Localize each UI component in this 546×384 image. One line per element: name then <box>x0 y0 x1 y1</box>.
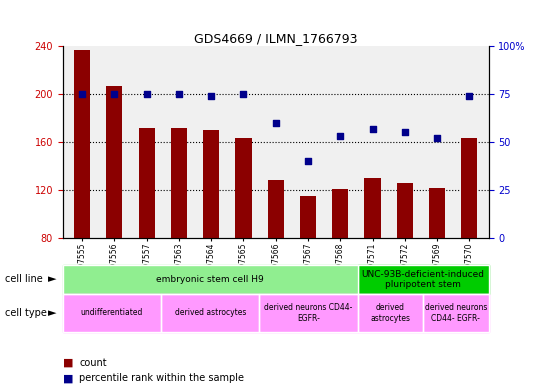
Text: count: count <box>79 358 107 368</box>
Bar <box>106 86 122 238</box>
Text: ■: ■ <box>63 373 73 383</box>
Bar <box>268 180 284 238</box>
Text: derived neurons
CD44- EGFR-: derived neurons CD44- EGFR- <box>425 303 487 323</box>
Text: undifferentiated: undifferentiated <box>81 308 143 318</box>
Bar <box>171 127 187 238</box>
Text: derived
astrocytes: derived astrocytes <box>370 303 411 323</box>
Point <box>78 91 86 97</box>
Bar <box>74 50 90 238</box>
Text: percentile rank within the sample: percentile rank within the sample <box>79 373 244 383</box>
Text: embryonic stem cell H9: embryonic stem cell H9 <box>156 275 264 284</box>
Point <box>336 133 345 139</box>
Point <box>400 129 409 136</box>
Text: cell type: cell type <box>5 308 48 318</box>
Point <box>432 135 441 141</box>
Point <box>368 126 377 132</box>
Bar <box>203 130 219 238</box>
Point <box>175 91 183 97</box>
Text: ►: ► <box>48 308 56 318</box>
Text: ►: ► <box>48 274 56 285</box>
Bar <box>139 127 155 238</box>
Point <box>239 91 248 97</box>
Point <box>143 91 151 97</box>
Bar <box>461 139 477 238</box>
Point <box>271 120 280 126</box>
Text: derived neurons CD44-
EGFR-: derived neurons CD44- EGFR- <box>264 303 353 323</box>
Bar <box>397 183 413 238</box>
Text: ■: ■ <box>63 358 73 368</box>
Bar <box>332 189 348 238</box>
Title: GDS4669 / ILMN_1766793: GDS4669 / ILMN_1766793 <box>194 32 358 45</box>
Bar <box>235 139 252 238</box>
Point <box>110 91 119 97</box>
Point <box>207 93 216 99</box>
Bar <box>365 178 381 238</box>
Bar <box>429 188 445 238</box>
Text: UNC-93B-deficient-induced
pluripotent stem: UNC-93B-deficient-induced pluripotent st… <box>361 270 485 289</box>
Point <box>465 93 474 99</box>
Text: cell line: cell line <box>5 274 43 285</box>
Bar <box>300 196 316 238</box>
Point <box>304 158 312 164</box>
Text: derived astrocytes: derived astrocytes <box>175 308 246 318</box>
